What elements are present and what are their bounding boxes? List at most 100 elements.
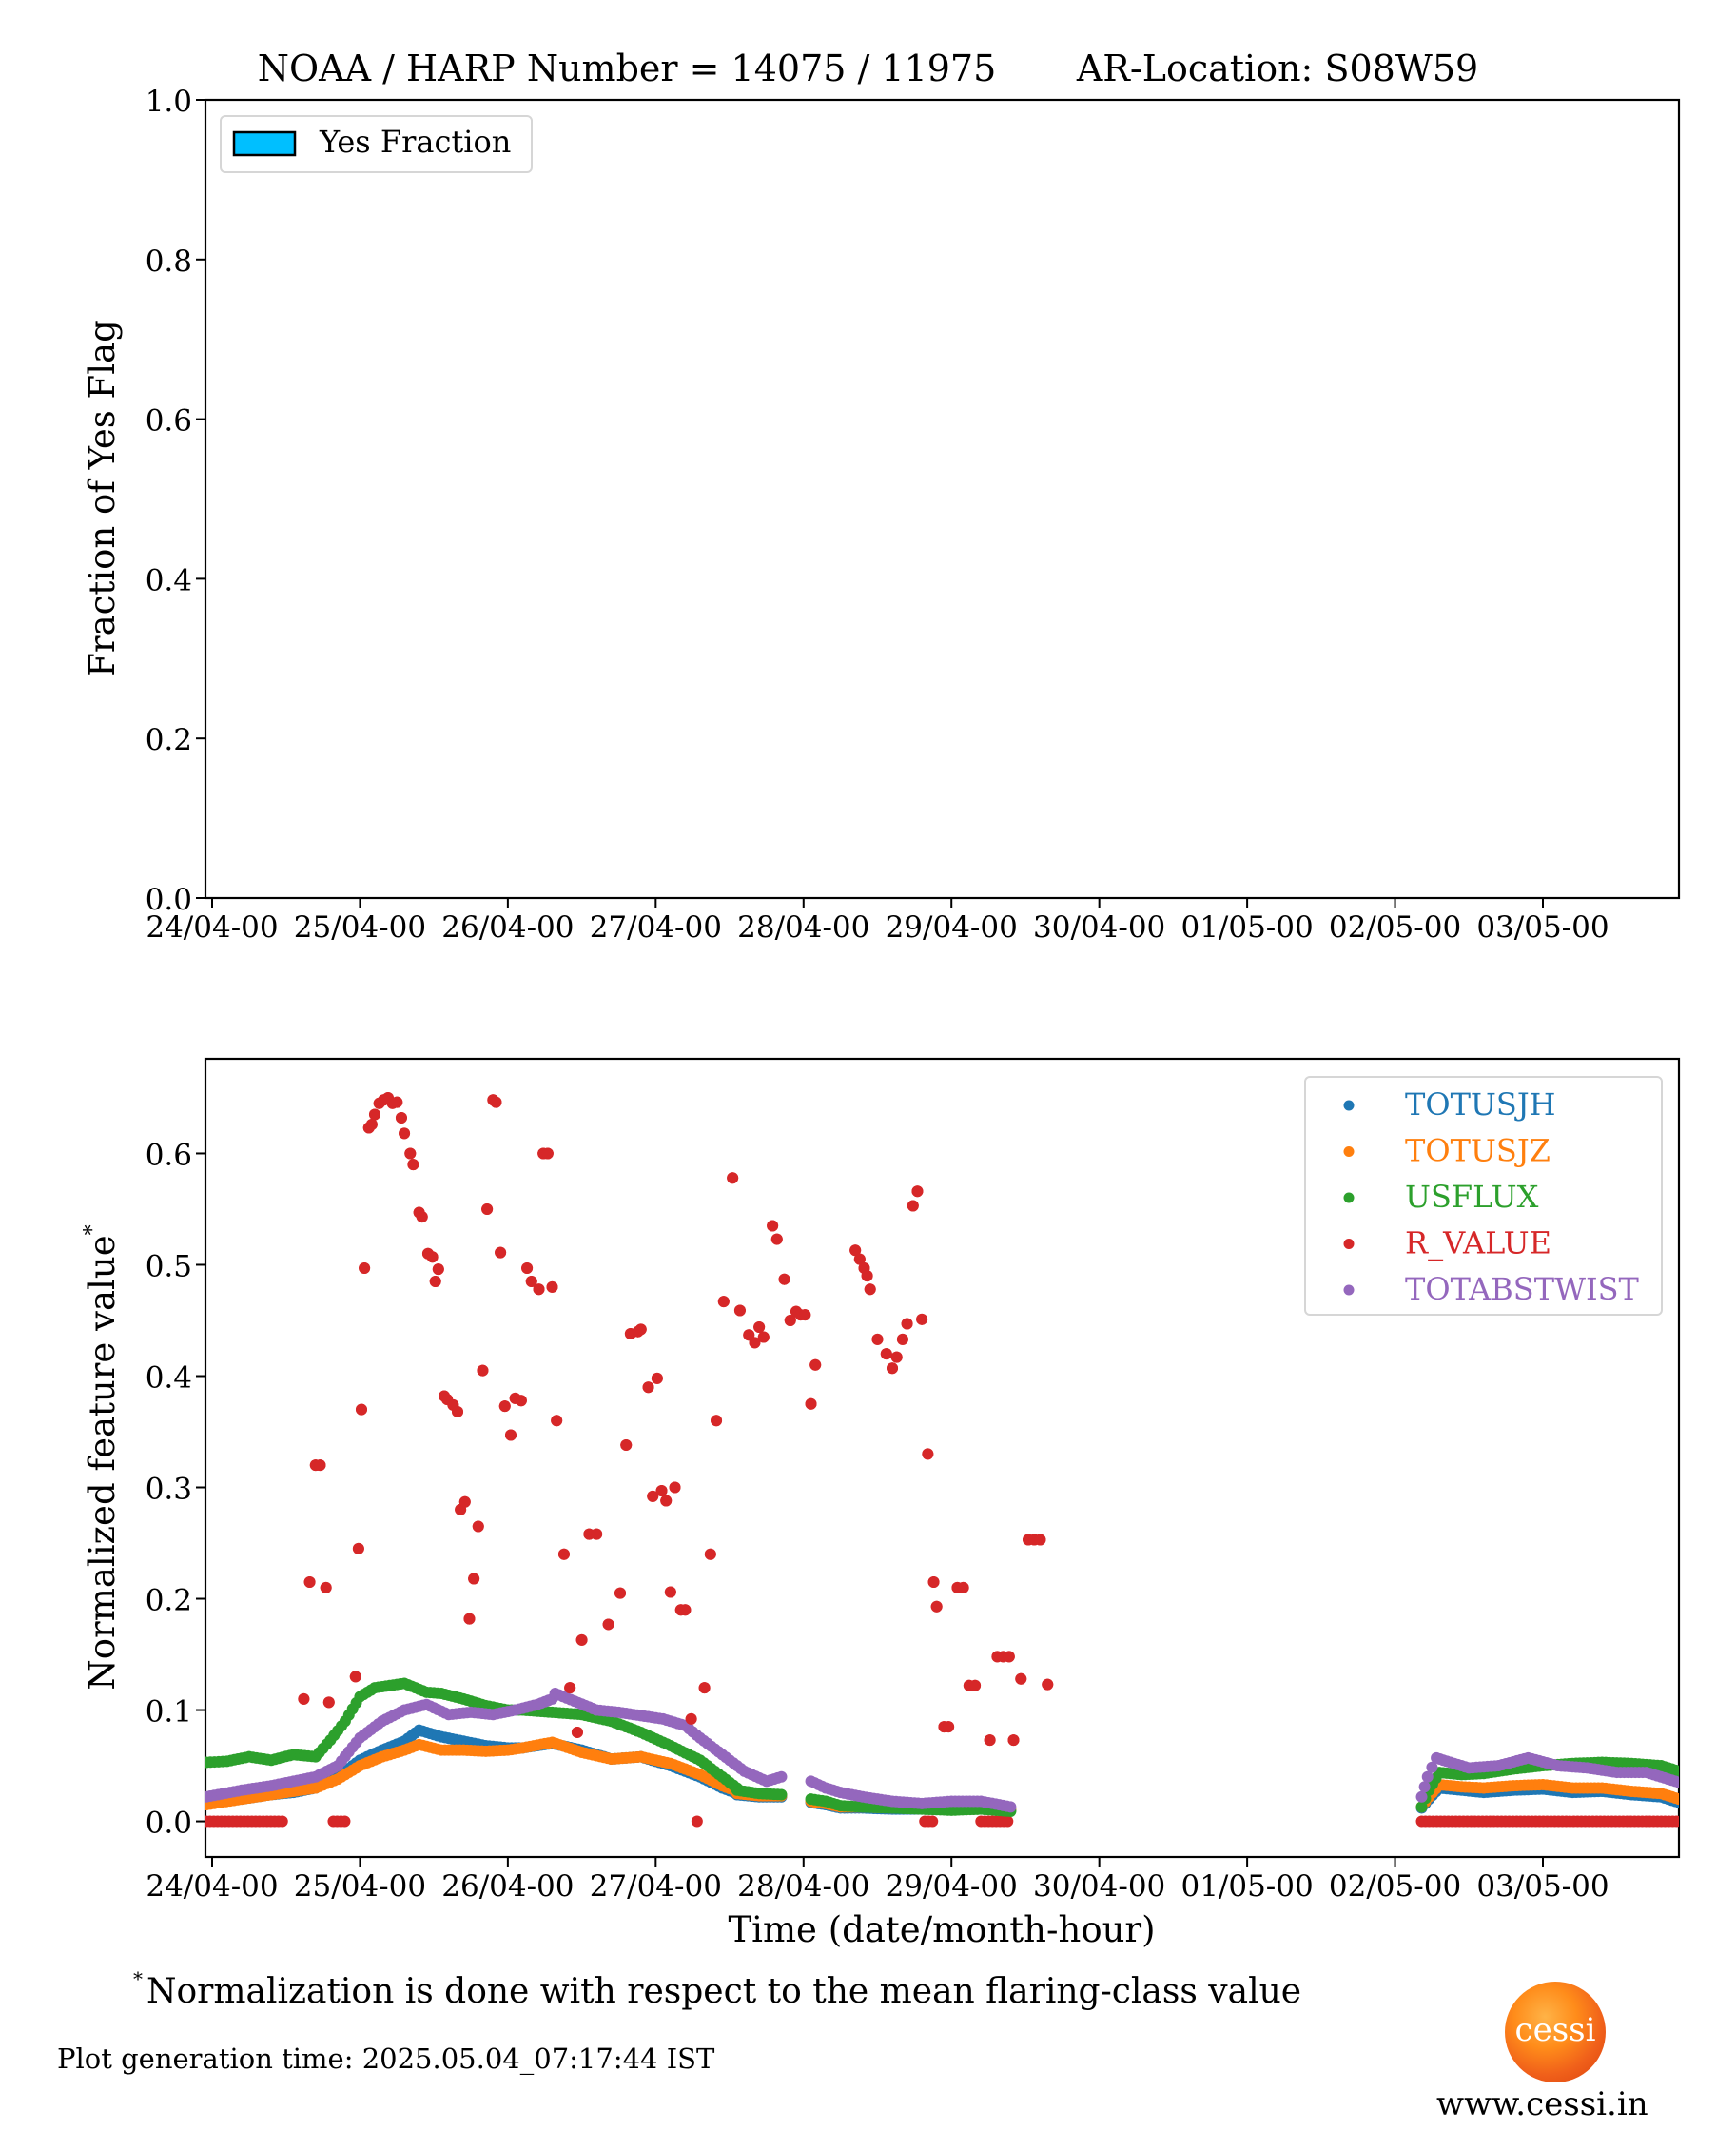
r-value-point — [704, 1548, 716, 1560]
r-value-point — [871, 1333, 884, 1345]
r-value-point — [651, 1372, 663, 1384]
footnote-text: Normalization is done with respect to th… — [146, 1972, 1302, 2011]
r-value-point — [557, 1548, 570, 1560]
r-value-point — [698, 1682, 711, 1694]
x-tick-label: 29/04-00 — [886, 1869, 1018, 1904]
y-tick-label: 0.4 — [146, 563, 192, 597]
r-value-point — [620, 1439, 633, 1452]
r-value-point — [943, 1721, 955, 1733]
y-axis-ticks: 0.0 0.2 0.4 0.6 0.8 1.0 — [146, 85, 205, 917]
r-value-point — [711, 1415, 723, 1427]
x-tick-label: 03/05-00 — [1476, 1869, 1609, 1904]
y-tick-label: 0.8 — [146, 244, 192, 279]
r-value-point — [984, 1734, 996, 1747]
y-tick-label: 0.4 — [146, 1360, 192, 1395]
r-value-point — [352, 1542, 364, 1554]
r-value-point — [753, 1321, 766, 1334]
x-tick-label: 26/04-00 — [441, 1869, 574, 1904]
r-value-point — [887, 1362, 899, 1375]
r-value-point — [404, 1147, 417, 1160]
r-value-point — [679, 1604, 692, 1616]
r-value-point — [416, 1211, 428, 1223]
totabstwist-point — [1415, 1790, 1428, 1803]
r-value-point — [669, 1481, 681, 1494]
r-value-point — [355, 1403, 367, 1416]
r-value-point — [1015, 1672, 1027, 1685]
legend-label-totabstwist: TOTABSTWIST — [1405, 1271, 1640, 1307]
x-tick-label: 01/05-00 — [1180, 1869, 1313, 1904]
legend-label-yes-fraction: Yes Fraction — [319, 124, 511, 160]
r-value-point — [647, 1490, 659, 1502]
x-tick-label: 01/05-00 — [1180, 910, 1313, 945]
r-value-point — [452, 1405, 464, 1417]
r-value-point — [525, 1276, 537, 1288]
totabstwist-point — [1005, 1801, 1017, 1813]
website-link[interactable]: www.cessi.in — [1436, 2085, 1648, 2123]
feature-plot: 0.0 0.1 0.2 0.3 0.4 0.5 0.6 24/04-00 25/04-00 26… — [81, 1057, 1681, 1950]
r-value-point — [564, 1682, 576, 1694]
legend-box — [220, 115, 533, 173]
r-value-point — [634, 1323, 647, 1336]
r-value-point — [495, 1246, 507, 1259]
totabstwist-point — [1426, 1761, 1438, 1773]
totabstwist-point — [1673, 1776, 1679, 1788]
r-value-point — [368, 1108, 380, 1121]
x-axis-label: Time (date/month-hour) — [728, 1909, 1155, 1950]
legend-label-totusjz: TOTUSJZ — [1405, 1133, 1551, 1169]
r-value-point — [458, 1495, 471, 1508]
r-value-point — [770, 1233, 783, 1245]
x-tick-label: 03/05-00 — [1476, 910, 1609, 945]
r-value-point — [1003, 1651, 1015, 1663]
r-value-point — [743, 1329, 755, 1341]
legend-swatch-yes-fraction — [232, 130, 297, 157]
r-value-point — [1042, 1678, 1054, 1691]
r-value-point — [490, 1096, 502, 1108]
r-value-point — [432, 1263, 444, 1276]
r-value-point — [930, 1600, 943, 1612]
r-value-point — [911, 1185, 924, 1198]
legend-box — [1304, 1076, 1663, 1316]
r-value-point — [880, 1348, 892, 1360]
r-value-point — [784, 1314, 796, 1326]
r-value-point — [1034, 1534, 1046, 1546]
x-tick-label: 02/05-00 — [1329, 910, 1461, 945]
usflux-point — [775, 1788, 788, 1801]
r-value-point — [541, 1147, 554, 1160]
r-value-point — [349, 1671, 361, 1683]
legend-label-totusjh: TOTUSJH — [1405, 1086, 1556, 1123]
x-tick-label: 25/04-00 — [294, 1869, 426, 1904]
r-value-point — [477, 1364, 489, 1377]
r-value-point — [685, 1712, 697, 1725]
r-value-point — [276, 1815, 288, 1828]
logo-text: cessi — [1514, 2011, 1596, 2049]
y-tick-label: 0.6 — [146, 1138, 192, 1172]
r-value-point — [303, 1575, 316, 1588]
x-tick-label: 29/04-00 — [886, 910, 1018, 945]
r-value-point — [717, 1296, 730, 1308]
totabstwist-point — [775, 1770, 788, 1783]
r-value-point — [614, 1587, 627, 1599]
r-value-point — [339, 1815, 351, 1828]
x-tick-label: 24/04-00 — [146, 910, 278, 945]
legend-marker-r-value — [1343, 1239, 1355, 1249]
chart-title: NOAA / HARP Number = 14075 / 11975 AR-Lo… — [257, 48, 1479, 89]
r-value-point — [365, 1119, 378, 1131]
r-value-point — [849, 1244, 862, 1257]
x-tick-label: 27/04-00 — [590, 1869, 722, 1904]
r-value-point — [481, 1202, 494, 1215]
y-tick-label: 0.5 — [146, 1249, 192, 1283]
cessi-logo: cessi — [1505, 1982, 1606, 2082]
r-value-point — [591, 1528, 603, 1540]
y-axis-label: Fraction of Yes Flag — [82, 320, 123, 677]
legend: TOTUSJH TOTUSJZ USFLUX R_VALUE TOTABSTWIST — [1304, 1076, 1663, 1316]
r-value-point — [664, 1586, 676, 1598]
r-value-point — [298, 1692, 310, 1705]
r-value-point — [1007, 1734, 1020, 1747]
r-value-point — [468, 1573, 480, 1585]
x-tick-label: 27/04-00 — [590, 910, 722, 945]
r-value-point — [809, 1358, 822, 1371]
r-value-point — [957, 1581, 969, 1593]
r-value-point — [969, 1679, 982, 1691]
r-value-point — [896, 1333, 908, 1345]
